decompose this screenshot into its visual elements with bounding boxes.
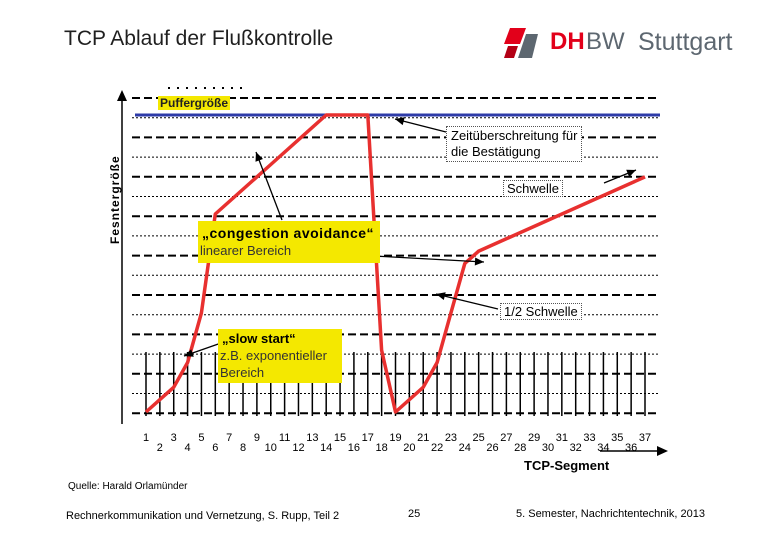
x-tick-label: 3 xyxy=(170,432,177,444)
congestion-arrow-right-head xyxy=(474,257,484,266)
x-tick-label: 27 xyxy=(500,432,513,444)
y-axis-arrowhead xyxy=(117,90,127,101)
timeout-line-2: die Bestätigung xyxy=(451,144,541,159)
half-threshold-label: 1/2 Schwelle xyxy=(500,303,582,320)
x-tick-label: 2 xyxy=(156,442,163,454)
x-tick-label: 24 xyxy=(458,442,471,454)
x-tick-label: 36 xyxy=(625,442,638,454)
timeout-line-1: Zeitüberschreitung für xyxy=(451,128,578,143)
x-tick-label: 1 xyxy=(142,432,150,444)
congestion-sub: linearer Bereich xyxy=(200,243,292,258)
slow-start-sub-1: z.B. exponentieller xyxy=(220,348,327,363)
page-number: 25 xyxy=(408,508,421,520)
x-tick-label: 28 xyxy=(514,442,527,454)
congestion-arrow-up xyxy=(255,151,283,221)
x-tick-label: 30 xyxy=(541,442,555,454)
slow-start-arrow-head xyxy=(184,349,194,357)
x-tick-label: 16 xyxy=(347,442,361,454)
slide-title: TCP Ablauf der Flußkontrolle xyxy=(64,27,334,50)
x-tick-label: 15 xyxy=(333,432,347,444)
footer-course: Rechnerkommunikation und Vernetzung, S. … xyxy=(66,510,340,522)
buffer-label-text: Puffergröße xyxy=(160,96,229,110)
x-tick-label: 32 xyxy=(569,442,582,454)
x-tick-label: 21 xyxy=(417,432,430,444)
x-tick-label: 12 xyxy=(292,442,305,454)
congestion-avoidance-box: „congestion avoidance“ linearer Bereich xyxy=(198,221,380,263)
logo-dh: DH xyxy=(550,28,585,55)
slow-start-sub-2: Bereich xyxy=(220,365,265,380)
x-tick-label: 6 xyxy=(212,442,219,454)
x-tick-label: 9 xyxy=(253,432,260,444)
x-tick-label: 14 xyxy=(320,442,333,454)
timeout-label: Zeitüberschreitung für die Bestätigung xyxy=(446,126,583,162)
timeout-arrow-head xyxy=(395,117,405,126)
x-tick-label: 4 xyxy=(184,442,191,454)
x-tick-label: 18 xyxy=(375,442,388,454)
source-note: Quelle: Harald Orlamünder xyxy=(68,481,188,492)
chart-grid xyxy=(132,87,660,416)
x-tick-label: 33 xyxy=(583,432,596,444)
x-tick-label: 7 xyxy=(226,432,233,444)
logo-city: Stuttgart xyxy=(638,28,733,56)
x-tick-label: 25 xyxy=(472,432,485,444)
x-axis-arrowhead xyxy=(657,446,668,456)
x-tick-label: 13 xyxy=(306,432,319,444)
x-tick-label: 20 xyxy=(403,442,416,454)
congestion-title: „congestion avoidance“ xyxy=(202,225,375,241)
dhbw-logo-mark xyxy=(504,28,538,58)
half-threshold-arrow xyxy=(435,293,499,310)
window-size-curve xyxy=(144,113,646,414)
half-threshold-arrow-head xyxy=(436,292,446,300)
slow-start-title: „slow start“ xyxy=(222,331,296,346)
slow-start-box: „slow start“ z.B. exponentieller Bereich xyxy=(218,329,342,383)
footer-semester: 5. Semester, Nachrichtentechnik, 2013 xyxy=(516,508,705,520)
buffer-label: Puffergröße xyxy=(158,96,231,110)
chart-axes xyxy=(117,90,668,456)
chart-series xyxy=(135,113,660,414)
threshold-arrow-head xyxy=(626,169,636,178)
x-tick-label: 5 xyxy=(198,432,205,444)
x-tick-label: 22 xyxy=(430,442,444,454)
x-tick-label: 23 xyxy=(444,432,458,444)
x-tick-label: 11 xyxy=(278,432,291,444)
dhbw-logo: DH BW Stuttgart xyxy=(502,22,742,62)
x-axis-label: TCP-Segment xyxy=(524,458,610,473)
x-tick-label: 26 xyxy=(486,442,499,454)
logo-bw: BW xyxy=(586,28,625,55)
y-axis-label: Fesntergröße xyxy=(108,155,122,244)
x-tick-label: 17 xyxy=(361,432,374,444)
congestion-arrow-up-head xyxy=(255,152,263,162)
x-tick-label: 35 xyxy=(611,432,624,444)
x-tick-label: 37 xyxy=(638,432,652,444)
x-tick-label: 8 xyxy=(239,442,247,454)
x-tick-label: 34 xyxy=(597,442,610,454)
threshold-label: Schwelle xyxy=(503,180,564,197)
x-tick-label: 19 xyxy=(389,432,402,444)
x-tick-label: 29 xyxy=(527,432,541,444)
x-tick-label: 31 xyxy=(555,432,568,444)
x-tick-label: 10 xyxy=(264,442,277,454)
